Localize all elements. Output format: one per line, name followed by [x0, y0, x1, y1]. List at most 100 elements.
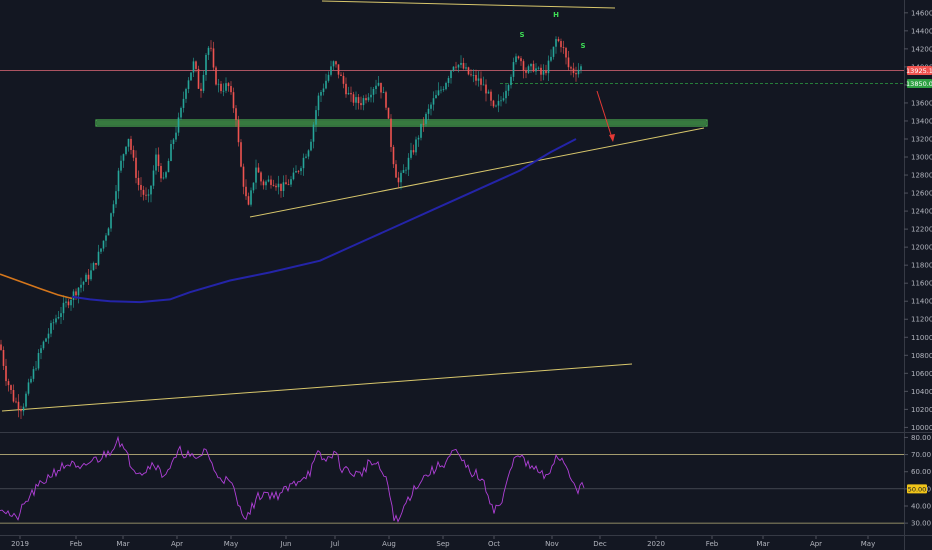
candle-body [45, 338, 47, 342]
candle-body [97, 251, 100, 265]
candle-body [185, 89, 187, 99]
candle-body [545, 70, 547, 74]
candle-body [422, 123, 425, 125]
candle-body [32, 369, 35, 379]
candle-body [162, 177, 165, 179]
candle-body [240, 142, 242, 167]
candle-body [580, 66, 582, 70]
candle-body [480, 78, 482, 85]
candle-body [125, 146, 127, 155]
candle-body [360, 103, 362, 106]
candle-body [282, 182, 285, 191]
rsi-tick-label: 60.00 [911, 468, 931, 476]
candle-body [302, 157, 305, 169]
candle-body [42, 341, 45, 349]
time-tick-label: Sep [436, 540, 450, 548]
rsi-tick-label: 40.00 [911, 503, 931, 511]
candle-body [535, 68, 537, 72]
candle-body [467, 67, 470, 75]
candle-body [450, 70, 452, 79]
rsi-value-label: 50.00 [908, 485, 927, 493]
candle-body [552, 46, 555, 57]
candle-body [107, 228, 110, 236]
candle-body [277, 183, 280, 188]
candle-body [270, 179, 272, 185]
last-price-label: 13925.1 [906, 67, 932, 75]
candle-body [307, 150, 310, 157]
candle-body [57, 317, 60, 319]
candle-body [17, 401, 20, 410]
candle-body [25, 393, 27, 407]
candle-body [87, 274, 90, 280]
candle-body [220, 83, 222, 92]
time-tick-label: Jun [280, 540, 292, 548]
candle-body [340, 74, 342, 76]
candle-body [385, 92, 387, 108]
candle-body [10, 385, 12, 391]
price-tick-label: 11600.0 [911, 280, 932, 288]
candle-body [217, 83, 220, 85]
candle-body [412, 150, 415, 153]
candle-body [255, 167, 257, 183]
candle-body [265, 181, 267, 186]
candle-body [170, 144, 172, 161]
candle-body [532, 63, 535, 72]
candle-body [520, 58, 522, 62]
candle-body [215, 67, 217, 85]
candle-body [0, 344, 2, 350]
candle-body [47, 333, 50, 339]
candle-body [112, 204, 115, 214]
long-term-support-line [1, 363, 633, 412]
candle-body [145, 194, 147, 196]
candle-body [390, 118, 392, 147]
candle-body [285, 182, 287, 185]
price-tick-label: 13400.0 [911, 117, 932, 125]
candle-body [287, 184, 290, 186]
candle-body [210, 47, 212, 49]
candle-body [330, 66, 332, 75]
candle-body [122, 154, 125, 161]
candle-body [345, 83, 347, 95]
candle-body [455, 66, 457, 68]
candle-body [167, 160, 170, 173]
candle-body [160, 166, 162, 179]
candle-body [440, 89, 442, 91]
support-zone-fill [97, 121, 706, 125]
candle-body [470, 74, 472, 76]
time-axis: 2019 Feb Mar Apr May Jun Jul Aug Sep Oct Nov Dec 202… [11, 536, 875, 548]
candle-body [205, 54, 207, 75]
candle-body [392, 146, 395, 165]
time-tick-label: Feb [706, 540, 719, 548]
time-tick-label: May [224, 540, 238, 548]
price-tick-label: 10400.0 [911, 388, 932, 396]
candle-body [142, 189, 145, 195]
candle-body [405, 169, 407, 171]
candle-body [327, 74, 330, 81]
candle-body [517, 56, 520, 59]
annotations: S H S [519, 11, 615, 142]
level-badge [907, 79, 932, 88]
candle-body [437, 90, 440, 96]
price-tick-label: 14600.0 [911, 9, 932, 17]
pattern-label: S [580, 42, 585, 50]
candle-body [27, 382, 30, 394]
price-tick-label: 12600.0 [911, 190, 932, 198]
candle-body [560, 41, 562, 48]
candle-body [375, 85, 377, 89]
candle-body [472, 75, 475, 76]
candle-body [550, 56, 552, 61]
candle-body [402, 170, 405, 173]
candle-body [425, 113, 427, 124]
candle-body [260, 172, 262, 182]
candle-body [85, 274, 87, 282]
candle-body [155, 154, 157, 171]
candle-body [380, 82, 382, 93]
candle-body [342, 75, 345, 84]
candle-body [365, 98, 367, 101]
candle-body [487, 91, 490, 94]
candle-body [292, 172, 295, 180]
candle-body [465, 67, 467, 69]
candle-body [190, 72, 192, 81]
candle-body [430, 104, 432, 109]
